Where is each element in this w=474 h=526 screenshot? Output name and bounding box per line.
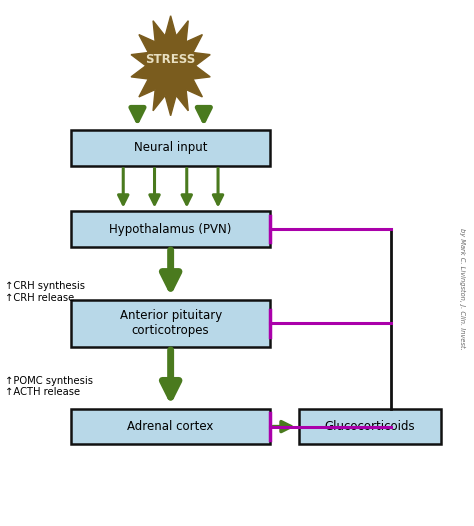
- Polygon shape: [131, 16, 210, 116]
- Text: ↑POMC synthesis
↑ACTH release: ↑POMC synthesis ↑ACTH release: [5, 376, 93, 398]
- Text: STRESS: STRESS: [146, 53, 196, 66]
- FancyBboxPatch shape: [71, 211, 270, 247]
- Text: Neural input: Neural input: [134, 141, 208, 154]
- Text: ↑CRH synthesis
↑CRH release: ↑CRH synthesis ↑CRH release: [5, 281, 85, 303]
- Text: Hypothalamus (PVN): Hypothalamus (PVN): [109, 223, 232, 236]
- FancyBboxPatch shape: [71, 130, 270, 166]
- Text: Glucocorticoids: Glucocorticoids: [324, 420, 415, 433]
- FancyBboxPatch shape: [299, 409, 441, 444]
- FancyBboxPatch shape: [71, 409, 270, 444]
- Text: Anterior pituitary
corticotropes: Anterior pituitary corticotropes: [119, 309, 222, 338]
- Text: Adrenal cortex: Adrenal cortex: [128, 420, 214, 433]
- FancyBboxPatch shape: [71, 300, 270, 347]
- Text: by Mark C. Livingston, J. Clin. Invest.: by Mark C. Livingston, J. Clin. Invest.: [459, 228, 465, 350]
